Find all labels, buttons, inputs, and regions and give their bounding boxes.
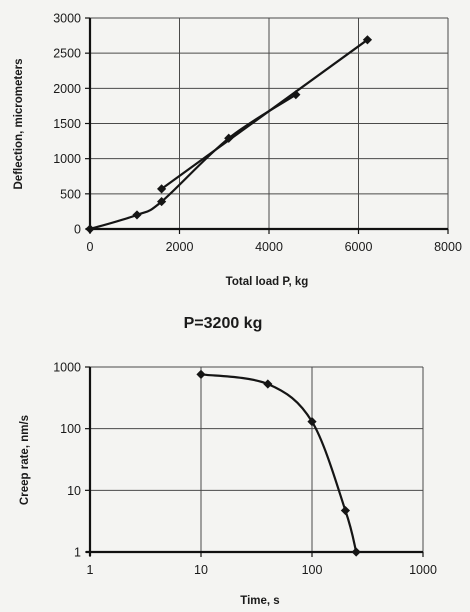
- chart2-data-point: [340, 505, 351, 516]
- deflection-load-chart: 0 2000 4000 6000 8000 0 500 1000 1500 2000 2500 300…: [13, 12, 462, 289]
- chart1-y-axis-label: Deflection, micrometers: [13, 58, 25, 189]
- chart1-series-line: [160, 38, 369, 190]
- chart1-x-tick-label: 4000: [255, 240, 283, 254]
- chart1-data-point: [157, 196, 167, 207]
- chart1-y-tick-label: 2000: [53, 82, 81, 96]
- chart2-x-axis-label: Time, s: [240, 595, 279, 607]
- chart1-x-axis-label: Total load P, kg: [226, 276, 309, 288]
- chart2-y-tick-label: 1: [74, 546, 81, 560]
- chart1-y-tick-label: 0: [74, 223, 81, 237]
- chart2-y-tick-label: 1000: [53, 361, 81, 375]
- chart2-y-tick-label: 10: [67, 484, 81, 498]
- chart1-data-point: [224, 133, 234, 143]
- chart1-y-tick-label: 500: [60, 187, 81, 201]
- chart1-y-tick-label: 3000: [53, 12, 81, 26]
- chart1-y-tick-label: 2500: [53, 47, 81, 61]
- chart1-x-tick-label: 8000: [434, 240, 462, 254]
- load-caption: P=3200 kg: [184, 315, 263, 332]
- chart2-series-line: [200, 373, 358, 553]
- chart1-x-tick-label: 6000: [345, 240, 373, 254]
- chart2-y-tick-label: 100: [60, 422, 81, 436]
- chart2-x-tick-label: 1000: [409, 563, 437, 577]
- chart2-x-tick-label: 10: [194, 563, 208, 577]
- chart1-x-tick-label: 0: [87, 240, 94, 254]
- chart2-data-point: [351, 547, 361, 557]
- chart1-data-point: [362, 35, 373, 45]
- chart1-data-point: [157, 184, 167, 194]
- chart1-data-point: [291, 90, 301, 100]
- chart2-data-point: [196, 369, 206, 379]
- chart2-x-tick-label: 100: [302, 563, 323, 577]
- chart2-data-point: [263, 379, 273, 389]
- chart1-x-tick-label: 2000: [166, 240, 194, 254]
- chart1-series-line: [89, 93, 297, 231]
- chart2-x-tick-label: 1: [87, 563, 94, 577]
- chart2-data-point: [307, 417, 317, 427]
- chart1-y-tick-label: 1000: [53, 152, 81, 166]
- chart1-data-point: [132, 210, 142, 220]
- chart1-y-tick-label: 1500: [53, 117, 81, 131]
- chart2-y-axis-label: Creep rate, nm/s: [19, 415, 31, 505]
